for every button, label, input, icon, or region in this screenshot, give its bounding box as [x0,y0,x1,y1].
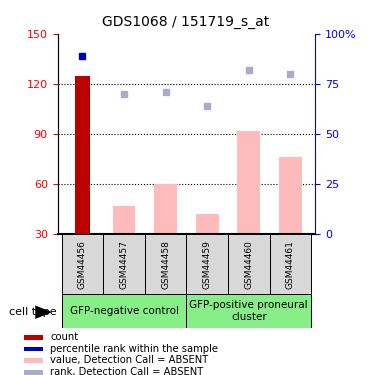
Bar [103,234,145,294]
Polygon shape [35,305,52,319]
Bar [154,184,177,234]
Bar [187,234,228,294]
Bar [24,346,43,351]
Bar [62,234,103,294]
Text: percentile rank within the sample: percentile rank within the sample [50,344,218,354]
Text: GFP-negative control: GFP-negative control [69,306,178,316]
Bar [24,358,43,363]
Text: GSM44459: GSM44459 [203,240,212,289]
Bar [270,234,311,294]
Bar [187,294,311,328]
Bar [237,131,260,234]
Text: count: count [50,333,78,342]
Bar [24,335,43,340]
Bar [113,206,135,234]
Text: GSM44457: GSM44457 [119,240,128,289]
Text: GSM44456: GSM44456 [78,240,87,289]
Text: GSM44461: GSM44461 [286,240,295,289]
Bar [62,294,187,328]
Text: cell type: cell type [9,307,57,317]
Bar [75,75,90,234]
Text: GDS1068 / 151719_s_at: GDS1068 / 151719_s_at [102,15,269,29]
Bar [196,214,219,234]
Text: rank, Detection Call = ABSENT: rank, Detection Call = ABSENT [50,367,203,375]
Text: GFP-positive proneural
cluster: GFP-positive proneural cluster [190,300,308,322]
Text: GSM44458: GSM44458 [161,240,170,289]
Bar [228,234,270,294]
Bar [24,370,43,375]
Bar [279,158,302,234]
Text: value, Detection Call = ABSENT: value, Detection Call = ABSENT [50,356,209,365]
Text: GSM44460: GSM44460 [244,240,253,289]
Bar [145,234,187,294]
